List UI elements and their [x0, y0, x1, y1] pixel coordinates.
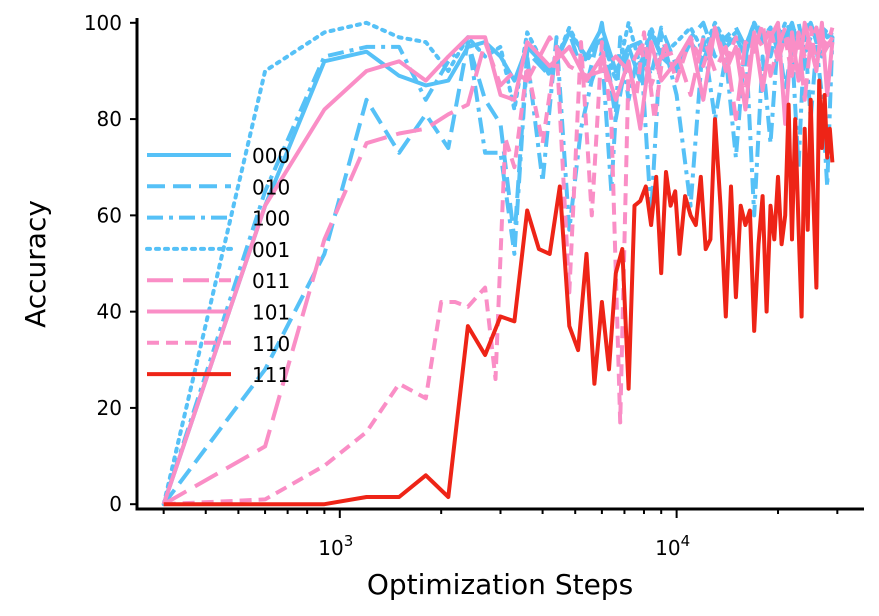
series-line-111 — [163, 78, 835, 507]
x-axis-title: Optimization Steps — [367, 568, 633, 601]
legend-label-110: 110 — [252, 332, 290, 356]
series-line-000 — [161, 20, 834, 505]
x-ticks: 103 104 — [162, 509, 839, 560]
series-line-101 — [161, 20, 835, 505]
y-tick-label: 80 — [97, 107, 122, 131]
x-tick-label: 104 — [655, 532, 690, 560]
legend-label-011: 011 — [252, 269, 290, 293]
y-axis-title: Accuracy — [19, 200, 52, 328]
series-line-110 — [163, 25, 835, 507]
legend-label-000: 000 — [252, 144, 290, 168]
series-line-010 — [162, 20, 834, 506]
series-line-011 — [162, 20, 835, 506]
legend-label-001: 001 — [252, 238, 290, 262]
y-tick-label: 0 — [109, 492, 122, 516]
legend-label-010: 010 — [252, 175, 290, 199]
y-ticks: 0 20 40 60 80 100 — [84, 11, 137, 516]
y-tick-label: 60 — [97, 203, 122, 227]
legend: 000 010 100 001 011 101 110 111 — [145, 144, 290, 387]
y-tick-label: 20 — [97, 396, 122, 420]
y-tick-label: 100 — [84, 11, 122, 35]
plot-lines — [161, 20, 835, 507]
legend-label-111: 111 — [252, 363, 290, 387]
legend-label-100: 100 — [252, 207, 290, 231]
y-tick-label: 40 — [97, 300, 122, 324]
legend-label-101: 101 — [252, 301, 290, 325]
x-tick-label: 103 — [318, 532, 353, 560]
series-line-001 — [161, 20, 835, 507]
